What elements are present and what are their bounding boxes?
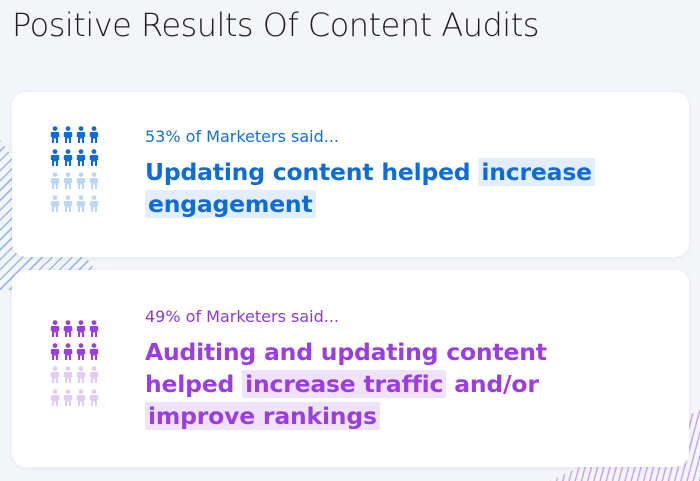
people-icon [50, 172, 60, 189]
people-icon-grid [50, 126, 99, 212]
headline-highlight: improve rankings [145, 402, 380, 430]
people-row [50, 172, 99, 189]
people-row [50, 126, 99, 143]
stat-card-traffic: 49% of Marketers said... Auditing and up… [12, 270, 689, 467]
people-row [50, 343, 99, 360]
headline-highlight: increase [478, 158, 595, 186]
people-icon [76, 195, 86, 212]
people-icon [76, 149, 86, 166]
people-icon [89, 126, 99, 143]
stat-headline: Auditing and updating content helped inc… [145, 336, 547, 432]
headline-highlight: engagement [145, 190, 316, 218]
people-icon [63, 195, 73, 212]
people-row [50, 149, 99, 166]
people-icon [76, 366, 86, 383]
headline-text: helped [145, 370, 243, 398]
stat-caption: 53% of Marketers said... [145, 127, 339, 146]
people-icon [50, 149, 60, 166]
people-icon [89, 320, 99, 337]
people-icon [76, 343, 86, 360]
people-icon [76, 320, 86, 337]
people-icon [89, 149, 99, 166]
people-icon [50, 366, 60, 383]
people-icon-grid [50, 320, 99, 406]
people-icon [76, 389, 86, 406]
stat-headline: Updating content helped increase engagem… [145, 156, 595, 220]
people-icon [50, 195, 60, 212]
people-icon [50, 320, 60, 337]
people-icon [76, 172, 86, 189]
people-icon [63, 149, 73, 166]
stat-caption: 49% of Marketers said... [145, 307, 339, 326]
people-icon [89, 389, 99, 406]
people-icon [63, 320, 73, 337]
people-icon [63, 343, 73, 360]
people-icon [50, 343, 60, 360]
headline-text: Updating content helped [145, 158, 479, 186]
people-icon [89, 343, 99, 360]
people-icon [89, 195, 99, 212]
headline-highlight: increase traffic [242, 370, 447, 398]
people-row [50, 389, 99, 406]
people-icon [63, 172, 73, 189]
people-row [50, 195, 99, 212]
headline-text: Auditing and updating content [145, 338, 547, 366]
people-icon [76, 126, 86, 143]
people-icon [63, 389, 73, 406]
people-icon [63, 366, 73, 383]
headline-text: and/or [446, 370, 539, 398]
people-icon [50, 389, 60, 406]
people-icon [89, 366, 99, 383]
people-row [50, 320, 99, 337]
people-row [50, 366, 99, 383]
stat-card-engagement: 53% of Marketers said... Updating conten… [12, 92, 689, 257]
people-icon [63, 126, 73, 143]
page-title: Positive Results Of Content Audits [12, 6, 539, 44]
people-icon [50, 126, 60, 143]
people-icon [89, 172, 99, 189]
